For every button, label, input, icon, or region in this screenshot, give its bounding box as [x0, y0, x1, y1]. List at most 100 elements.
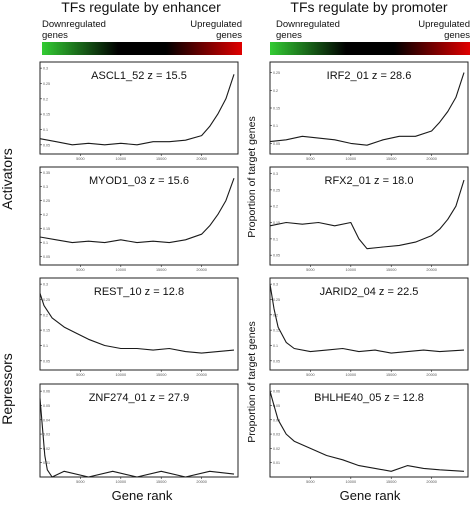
y-tick-label: 0.3: [43, 185, 48, 189]
upregulated-label-enhancer: Upregulated genes: [190, 19, 242, 41]
x-tick-label: 15000: [156, 157, 167, 161]
y-tick-label: 0.05: [43, 404, 50, 408]
x-tick-label: 5000: [76, 268, 84, 272]
x-tick-label: 5000: [76, 157, 84, 161]
x-tick-label: 5000: [306, 373, 314, 377]
column-title-promoter: TFs regulate by promoter: [290, 0, 448, 15]
y-tick-label: 0.06: [273, 390, 280, 394]
x-tick-label: 5000: [306, 268, 314, 272]
y-tick-label: 0.3: [43, 283, 48, 287]
x-axis-label-enhancer: Gene rank: [111, 488, 173, 503]
panel-title: REST_10 z = 12.8: [94, 286, 184, 298]
panel-title: JARID2_04 z = 22.5: [320, 286, 419, 298]
chart-panel-ascl1: 0.05 0.1 0.15 0.2 0.25 0.3 5000 10000 15000 20000…: [39, 61, 239, 161]
x-tick-label: 20000: [196, 480, 207, 484]
y-tick-label: 0.02: [43, 447, 50, 451]
y-tick-label: 0.15: [43, 227, 50, 231]
plot-frame: [39, 277, 239, 371]
group-label-repressors: Repressors: [0, 353, 15, 425]
x-axis-label-promoter: Gene rank: [339, 488, 401, 503]
x-tick-label: 20000: [426, 373, 437, 377]
y-tick-label: 0.2: [43, 213, 48, 217]
x-tick-label: 10000: [116, 157, 127, 161]
x-tick-label: 5000: [306, 480, 314, 484]
downregulated-label-promoter: Downregulated genes: [276, 19, 340, 41]
y-tick-label: 0.3: [43, 67, 48, 71]
x-tick-label: 20000: [426, 268, 437, 272]
x-tick-label: 5000: [76, 373, 84, 377]
panel-title: RFX2_01 z = 18.0: [325, 175, 414, 187]
plot-frame: [269, 383, 469, 478]
y-tick-label: 0.15: [43, 329, 50, 333]
y-axis-label-repressors: Proportion of target genes: [246, 321, 258, 443]
y-tick-label: 0.04: [273, 418, 280, 422]
series-line: [269, 179, 465, 250]
y-tick-label: 0.2: [273, 89, 278, 93]
y-tick-label: 0.1: [43, 241, 48, 245]
panel-title: ZNF274_01 z = 27.9: [89, 392, 190, 404]
y-tick-label: 0.05: [273, 404, 280, 408]
plot-frame: [39, 166, 239, 266]
y-tick-label: 0.05: [43, 359, 50, 363]
y-tick-label: 0.1: [273, 237, 278, 241]
column-title-enhancer: TFs regulate by enhancer: [61, 0, 221, 15]
x-tick-label: 15000: [386, 268, 397, 272]
x-tick-label: 5000: [306, 157, 314, 161]
plot-frame: [269, 277, 469, 371]
gradient-bar-promoter: [270, 42, 470, 55]
y-tick-label: 0.02: [273, 447, 280, 451]
series-line: [39, 398, 235, 478]
panel-title: BHLHE40_05 z = 12.8: [314, 392, 424, 404]
x-tick-label: 10000: [346, 268, 357, 272]
y-tick-label: 0.1: [43, 344, 48, 348]
series-line: [39, 74, 235, 146]
y-tick-label: 0.25: [273, 298, 280, 302]
gradient-bar-enhancer: [42, 42, 242, 55]
y-tick-label: 0.06: [43, 390, 50, 394]
y-tick-label: 0.1: [273, 344, 278, 348]
x-tick-label: 20000: [426, 480, 437, 484]
y-tick-label: 0.2: [43, 97, 48, 101]
y-tick-label: 0.15: [273, 107, 280, 111]
y-tick-label: 0.05: [43, 255, 50, 259]
plot-frame: [269, 166, 469, 266]
series-line: [39, 293, 235, 354]
chart-panel-rest: 0.05 0.1 0.15 0.2 0.25 0.3 5000 10000 15000 20000…: [39, 277, 239, 377]
x-tick-label: 10000: [116, 373, 127, 377]
y-tick-label: 0.35: [43, 171, 50, 175]
y-tick-label: 0.01: [273, 461, 280, 465]
chart-panel-rfx2: 0.05 0.1 0.15 0.2 0.25 0.3 5000 10000 15000 20000…: [269, 166, 469, 272]
y-tick-label: 0.15: [43, 113, 50, 117]
y-tick-label: 0.25: [273, 188, 280, 192]
chart-panel-bhlhe40: 0.01 0.02 0.03 0.04 0.05 0.06 5000 10000 15000 20…: [269, 383, 469, 484]
x-tick-label: 20000: [196, 373, 207, 377]
y-tick-label: 0.25: [43, 199, 50, 203]
x-tick-label: 15000: [156, 268, 167, 272]
x-tick-label: 10000: [346, 373, 357, 377]
y-tick-label: 0.3: [273, 283, 278, 287]
y-tick-label: 0.05: [273, 254, 280, 258]
x-tick-label: 20000: [196, 268, 207, 272]
upregulated-label-promoter: Upregulated genes: [418, 19, 470, 41]
y-tick-label: 0.03: [273, 433, 280, 437]
plot-frame: [39, 61, 239, 155]
y-tick-label: 0.15: [273, 221, 280, 225]
x-tick-label: 20000: [426, 157, 437, 161]
series-line: [269, 284, 465, 354]
x-tick-label: 5000: [76, 480, 84, 484]
x-tick-label: 10000: [346, 157, 357, 161]
x-tick-label: 15000: [386, 480, 397, 484]
x-tick-label: 15000: [156, 480, 167, 484]
panel-title: ASCL1_52 z = 15.5: [91, 70, 187, 82]
series-line: [269, 72, 465, 146]
x-tick-label: 15000: [386, 157, 397, 161]
y-tick-label: 0.04: [43, 418, 50, 422]
series-line: [39, 178, 235, 244]
y-tick-label: 0.25: [273, 71, 280, 75]
y-tick-label: 0.2: [43, 313, 48, 317]
downregulated-label-enhancer: Downregulated genes: [42, 19, 106, 41]
y-tick-label: 0.15: [273, 329, 280, 333]
x-tick-label: 15000: [156, 373, 167, 377]
